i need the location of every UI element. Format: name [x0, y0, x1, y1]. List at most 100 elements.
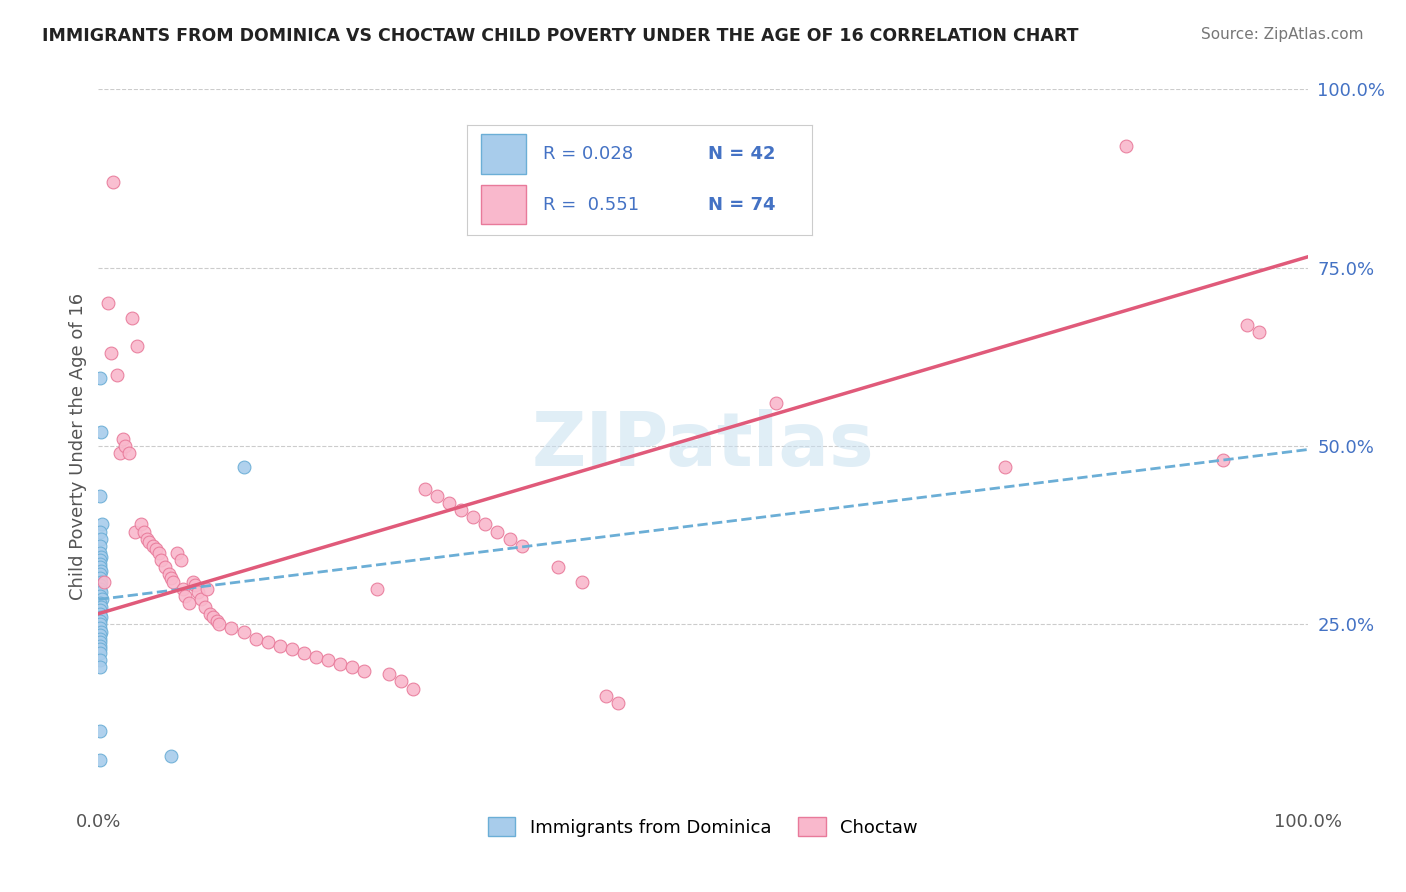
Point — [89, 646, 111, 660]
Point — [129, 517, 152, 532]
Point — [316, 653, 339, 667]
Point — [90, 532, 112, 546]
Point — [89, 607, 111, 621]
Point — [162, 574, 184, 589]
Point — [89, 578, 111, 592]
Point — [353, 664, 375, 678]
Point — [160, 749, 183, 764]
Point — [89, 753, 111, 767]
Point — [1249, 325, 1271, 339]
Point — [89, 371, 111, 385]
Point — [232, 460, 254, 475]
Point — [89, 546, 111, 560]
Point — [202, 610, 225, 624]
Point — [157, 567, 180, 582]
Point — [134, 524, 156, 539]
Point — [89, 642, 111, 657]
Point — [89, 553, 111, 567]
Point — [100, 346, 122, 360]
Point — [174, 589, 197, 603]
Point — [89, 660, 111, 674]
Point — [89, 539, 111, 553]
Point — [93, 574, 115, 589]
Point — [281, 642, 304, 657]
Point — [232, 624, 254, 639]
Point — [190, 592, 212, 607]
Point — [366, 582, 388, 596]
Point — [450, 503, 472, 517]
Point — [90, 574, 112, 589]
Point — [269, 639, 291, 653]
Point — [89, 639, 111, 653]
Point — [90, 624, 112, 639]
Point — [510, 539, 533, 553]
Y-axis label: Child Poverty Under the Age of 16: Child Poverty Under the Age of 16 — [69, 293, 87, 599]
Point — [89, 582, 111, 596]
Point — [571, 574, 593, 589]
Point — [426, 489, 449, 503]
Point — [292, 646, 315, 660]
Point — [89, 628, 111, 642]
Point — [607, 696, 630, 710]
Point — [90, 564, 112, 578]
Point — [148, 546, 170, 560]
Point — [245, 632, 267, 646]
Point — [437, 496, 460, 510]
Point — [91, 517, 114, 532]
Point — [89, 653, 111, 667]
Point — [121, 310, 143, 325]
Point — [184, 578, 207, 592]
Text: Source: ZipAtlas.com: Source: ZipAtlas.com — [1201, 27, 1364, 42]
Point — [89, 617, 111, 632]
Point — [305, 649, 328, 664]
Point — [389, 674, 412, 689]
Point — [101, 175, 124, 189]
Point — [89, 567, 111, 582]
Point — [108, 446, 131, 460]
Point — [135, 532, 157, 546]
Point — [402, 681, 425, 696]
Point — [138, 535, 160, 549]
Point — [89, 560, 111, 574]
Point — [498, 532, 520, 546]
Point — [187, 585, 209, 599]
Point — [89, 489, 111, 503]
Point — [89, 557, 111, 571]
Point — [89, 571, 111, 585]
Point — [89, 614, 111, 628]
Point — [166, 546, 188, 560]
Point — [765, 396, 787, 410]
Point — [208, 617, 231, 632]
Point — [595, 689, 617, 703]
Point — [89, 596, 111, 610]
Point — [124, 524, 146, 539]
Point — [1236, 318, 1258, 332]
Point — [160, 571, 183, 585]
Point — [413, 482, 436, 496]
Point — [172, 582, 194, 596]
Point — [1212, 453, 1234, 467]
Point — [127, 339, 149, 353]
Point — [377, 667, 399, 681]
Point — [90, 610, 112, 624]
Point — [89, 603, 111, 617]
Point — [221, 621, 243, 635]
Point — [179, 596, 201, 610]
Point — [105, 368, 128, 382]
Point — [114, 439, 136, 453]
Point — [153, 560, 176, 574]
Point — [91, 592, 114, 607]
Point — [1115, 139, 1137, 153]
Point — [195, 582, 218, 596]
Point — [89, 632, 111, 646]
Point — [142, 539, 165, 553]
Text: ZIPatlas: ZIPatlas — [531, 409, 875, 483]
Point — [329, 657, 352, 671]
Point — [463, 510, 485, 524]
Point — [342, 660, 364, 674]
Point — [90, 425, 112, 439]
Point — [90, 599, 112, 614]
Point — [256, 635, 278, 649]
Point — [547, 560, 569, 574]
Point — [111, 432, 134, 446]
